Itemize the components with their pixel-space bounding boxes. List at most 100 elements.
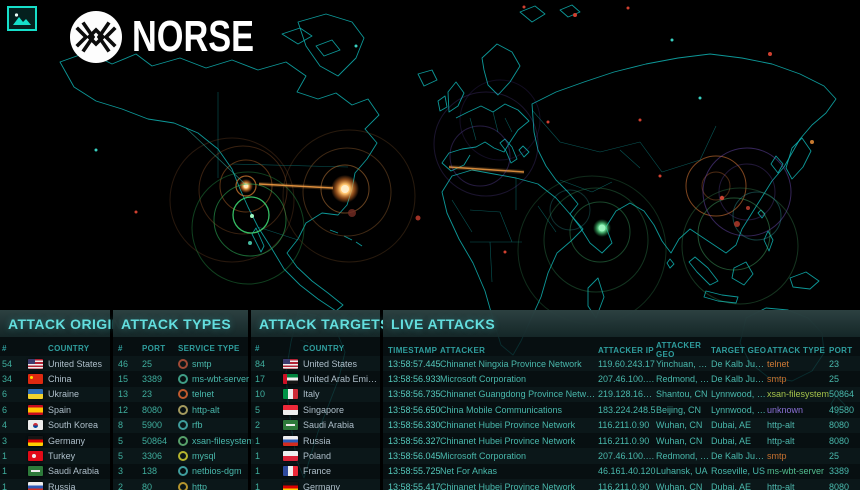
service-ring-icon xyxy=(178,374,188,385)
attack-type: xsan-filesystem xyxy=(767,389,829,400)
service-ring-icon xyxy=(178,435,188,446)
live-attack-row: 13:58:56.650 China Mobile Communications… xyxy=(383,402,860,417)
attack-origin-row: 1 Russia xyxy=(0,479,110,490)
attacker-name: Chinanet Guangdong Province Network xyxy=(440,389,598,400)
attack-ripples-china xyxy=(681,147,799,305)
target-count: 1 xyxy=(255,451,261,462)
country-flag-icon xyxy=(28,374,43,385)
attack-target-row: 5 Singapore xyxy=(251,402,380,417)
attacker-ip: 46.161.40.120 xyxy=(598,466,656,477)
attack-origin-row: 3 Germany xyxy=(0,433,110,448)
norse-logo[interactable]: NORSE xyxy=(68,9,288,65)
attack-types-rows: 46 25 smtp 15 3389 ms-wbt-server xyxy=(113,356,254,490)
attack-origins-panel: ATTACK ORIGINS # COUNTRY 54 United State… xyxy=(0,310,132,490)
attack-origin-row: 1 Turkey xyxy=(0,448,110,464)
type-count: 3 xyxy=(118,466,124,477)
attack-target-row: 1 Germany xyxy=(251,479,380,490)
service-type: rfb xyxy=(192,420,203,431)
target-country: Germany xyxy=(303,481,341,490)
origin-count: 6 xyxy=(2,389,8,400)
country-flag-icon xyxy=(283,466,298,477)
target-country: Poland xyxy=(303,451,332,462)
attack-origins-title: ATTACK ORIGINS xyxy=(0,310,132,337)
attacker-name: Chinanet Hubei Province Network xyxy=(440,435,576,446)
service-type: mysql xyxy=(192,451,216,462)
origin-country: Germany xyxy=(48,435,86,446)
attack-origin-row: 6 Ukraine xyxy=(0,386,110,403)
attack-port: 8080 xyxy=(829,435,850,446)
attack-origin-row: 54 United States xyxy=(0,356,110,372)
scatter-dots xyxy=(94,5,814,254)
target-count: 84 xyxy=(255,358,266,369)
origin-count: 3 xyxy=(2,435,8,446)
live-attack-row: 13:58:55.417 Chinanet Hubei Province Net… xyxy=(383,479,860,490)
attack-ripples-middle-east xyxy=(517,175,667,325)
target-count: 1 xyxy=(255,481,261,490)
origin-count: 1 xyxy=(2,451,8,462)
attacker-ip: 183.224.248.5 xyxy=(598,404,656,415)
type-port: 50864 xyxy=(142,435,168,446)
service-ring-icon xyxy=(178,420,188,431)
type-count: 12 xyxy=(118,404,129,415)
live-attacks-header: TIMESTAMP ATTACKER ATTACKER IP ATTACKER … xyxy=(388,341,853,359)
country-flag-icon xyxy=(28,435,43,446)
target-count: 5 xyxy=(255,404,261,415)
attacker-ip: 116.211.0.90 xyxy=(598,435,650,446)
attacker-ip: 116.211.0.90 xyxy=(598,420,650,431)
attack-target-row: 2 Saudi Arabia xyxy=(251,417,380,433)
attack-type: http-alt xyxy=(767,420,795,431)
target-geo: Lynnwood, US xyxy=(711,404,767,415)
attack-type: smtp xyxy=(767,451,787,462)
origin-count: 6 xyxy=(2,404,8,415)
attacker-geo: Luhansk, UA xyxy=(656,466,708,477)
attack-type-row: 46 25 smtp xyxy=(113,356,248,372)
country-flag-icon xyxy=(28,389,43,400)
service-ring-icon xyxy=(178,358,188,369)
country-flag-icon xyxy=(28,404,43,415)
attack-port: 25 xyxy=(829,451,840,462)
attack-type: telnet xyxy=(767,358,790,369)
attack-origin-row: 4 South Korea xyxy=(0,417,110,433)
type-count: 2 xyxy=(118,481,124,490)
live-attack-row: 13:58:56.735 Chinanet Guangdong Province… xyxy=(383,386,860,403)
continent-outlines xyxy=(59,4,846,479)
attacker-ip: 116.211.0.90 xyxy=(598,481,650,490)
target-country: Italy xyxy=(303,389,320,400)
attack-target-row: 1 Poland xyxy=(251,448,380,464)
attack-ripples-dekalb xyxy=(185,127,416,263)
target-geo: Roseville, US xyxy=(711,466,766,477)
service-type: netbios-dgm xyxy=(192,466,242,477)
target-country: Russia xyxy=(303,435,331,446)
target-country: Singapore xyxy=(303,404,345,415)
live-attack-row: 13:58:56.933 Microsoft Corporation 207.4… xyxy=(383,371,860,386)
origin-country: Spain xyxy=(48,404,72,415)
origin-count: 1 xyxy=(2,481,8,490)
origin-country: South Korea xyxy=(48,420,99,431)
attacker-geo: Redmond, US xyxy=(656,451,711,462)
attack-port: 3389 xyxy=(829,466,850,477)
attack-type-row: 3 138 netbios-dgm xyxy=(113,464,248,479)
attack-target-row: 1 France xyxy=(251,464,380,479)
attack-types-title: ATTACK TYPES xyxy=(113,310,248,337)
live-attack-row: 13:58:55.725 Net For Ankas 46.161.40.120… xyxy=(383,464,860,479)
origin-count: 54 xyxy=(2,358,13,369)
attacker-name: Chinanet Hubei Province Network xyxy=(440,481,576,490)
live-attack-row: 13:58:56.330 Chinanet Hubei Province Net… xyxy=(383,417,860,433)
service-type: http-alt xyxy=(192,404,220,415)
type-port: 8080 xyxy=(142,404,163,415)
target-country: France xyxy=(303,466,332,477)
live-attacks-rows: 13:58:57.445 Chinanet Ningxia Province N… xyxy=(383,356,860,490)
country-flag-icon xyxy=(28,358,43,369)
country-flag-icon xyxy=(283,404,298,415)
origin-count: 4 xyxy=(2,420,8,431)
attacker-ip: 119.60.243.17 xyxy=(598,358,655,369)
type-count: 46 xyxy=(118,358,129,369)
attacker-name: Net For Ankas xyxy=(440,466,498,477)
target-count: 2 xyxy=(255,420,261,431)
service-ring-icon xyxy=(178,481,188,490)
attack-type: smtp xyxy=(767,374,787,385)
country-borders xyxy=(217,92,717,386)
attack-types-header: # PORT SERVICE TYPE xyxy=(118,344,240,353)
attack-port: 23 xyxy=(829,358,840,369)
